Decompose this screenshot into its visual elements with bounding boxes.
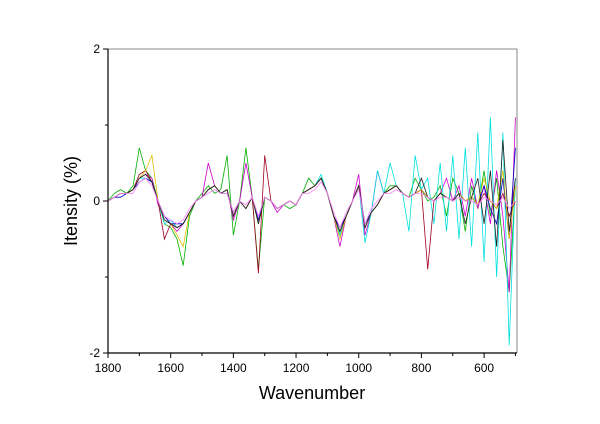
series-line-0 <box>107 147 516 293</box>
series-layer <box>107 117 516 346</box>
series-line-5 <box>107 153 516 248</box>
series-line-4 <box>107 147 516 240</box>
y-tick-label: -2 <box>89 346 100 360</box>
y-tick-label: 2 <box>93 42 100 56</box>
y-axis-title: Itensity (%) <box>61 156 81 246</box>
x-tick-label: 1000 <box>345 361 372 375</box>
x-tick-label: 800 <box>411 361 431 375</box>
series-line-1 <box>107 117 516 293</box>
x-tick-label: 1600 <box>157 361 184 375</box>
x-tick-label: 1800 <box>95 361 122 375</box>
x-tick-label: 1200 <box>283 361 310 375</box>
x-tick-label: 600 <box>474 361 494 375</box>
series-line-6 <box>107 140 516 247</box>
x-axis-title: Wavenumber <box>259 383 365 403</box>
series-line-7 <box>107 177 516 229</box>
ticks-layer: 1800 1600 1400 1200 1000 800 600 -2 0 2 <box>89 42 516 375</box>
y-tick-label: 0 <box>93 194 100 208</box>
series-line-2 <box>107 117 516 346</box>
x-tick-label: 1400 <box>220 361 247 375</box>
